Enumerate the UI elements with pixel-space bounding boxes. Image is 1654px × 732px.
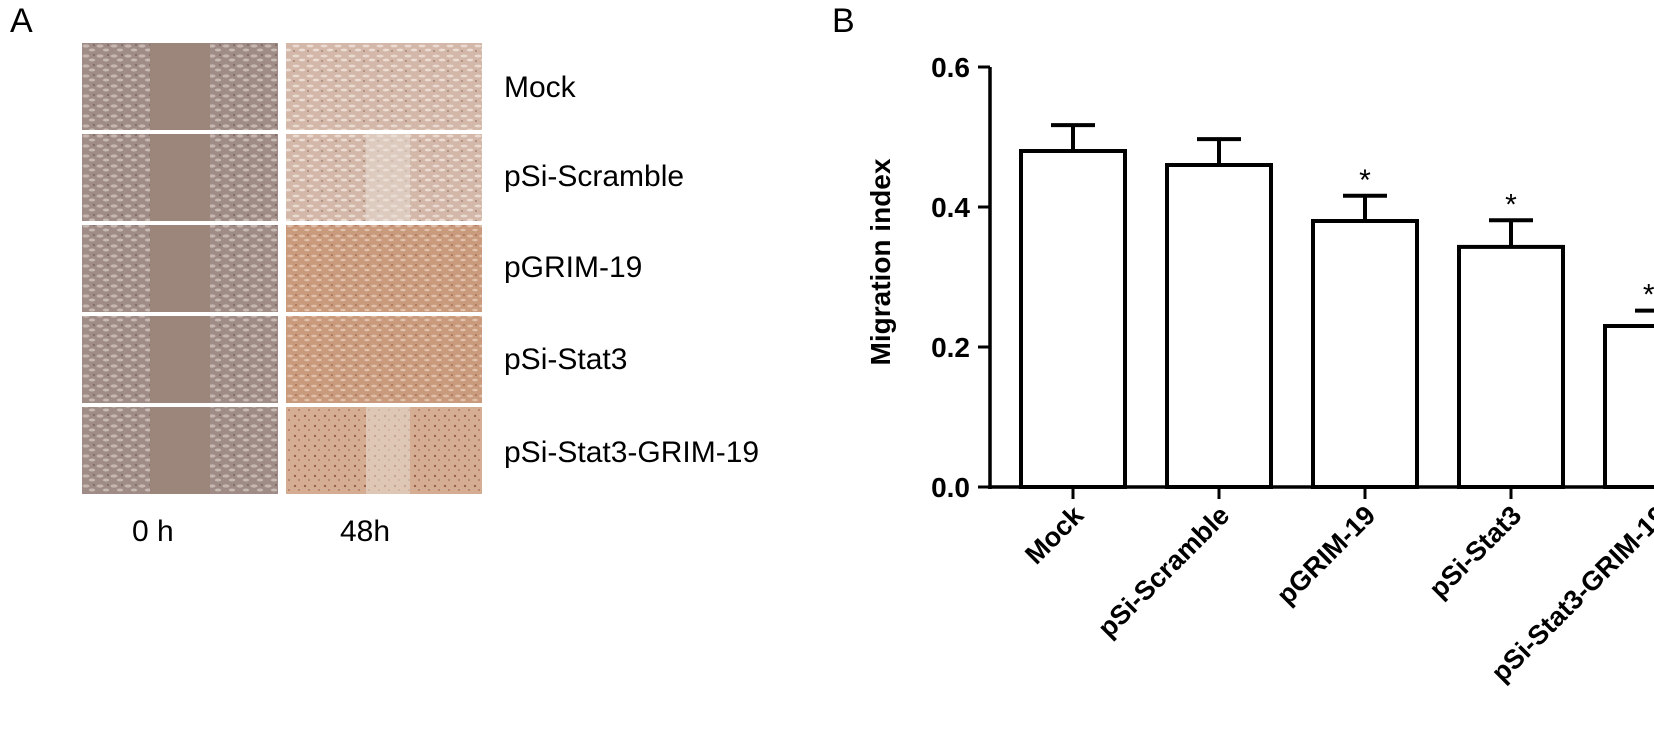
panel-a-letter: A [10,2,33,40]
micrograph-48h-2 [286,225,482,312]
micrograph-0h-4 [82,407,278,494]
micrograph-0h-2 [82,225,278,312]
micrograph-48h-4 [286,407,482,494]
x-tick-label-2: pGRIM-19 [1271,500,1381,610]
significance-marker-2: * [1359,164,1371,197]
y-tick-label: 0.6 [931,52,970,83]
column-label-0: 0 h [132,515,174,548]
y-axis-label: Migration index [865,158,896,365]
y-tick-label: 0.0 [931,472,970,503]
micrograph-48h-3 [286,316,482,403]
bar-3 [1457,244,1565,489]
x-tick-label-0: Mock [1019,499,1090,570]
micrograph-48h-1 [286,134,482,221]
micrograph-images [82,43,482,494]
chart-error-bars [1051,123,1654,313]
column-label-1: 48h [340,515,391,548]
x-tick-label-3: pSi-Stat3 [1423,500,1527,604]
panel-b-letter: B [832,2,855,40]
bar-1 [1165,163,1273,489]
significance-marker-3: * [1505,188,1517,221]
bar-0 [1019,149,1127,489]
significance-marker-4: *# [1643,279,1654,312]
micrograph-0h-3 [82,316,278,403]
micrograph-48h-0 [286,43,482,130]
row-label-3: pSi-Stat3 [504,343,628,376]
micrograph-0h-1 [82,134,278,221]
row-label-2: pGRIM-19 [504,251,643,284]
y-tick-label: 0.4 [931,192,970,223]
row-label-0: Mock [504,71,576,104]
chart-bars [1019,149,1654,489]
chart-annotations: * * *# [1359,164,1654,312]
bar-2 [1311,219,1419,489]
micrograph-grid [82,43,486,499]
micrograph-0h-0 [82,43,278,130]
y-tick-label: 0.2 [931,332,970,363]
bar-4 [1603,324,1654,489]
row-label-4: pSi-Stat3-GRIM-19 [504,436,760,469]
x-tick-label-1: pSi-Scramble [1092,500,1235,643]
row-label-1: pSi-Scramble [504,160,685,193]
